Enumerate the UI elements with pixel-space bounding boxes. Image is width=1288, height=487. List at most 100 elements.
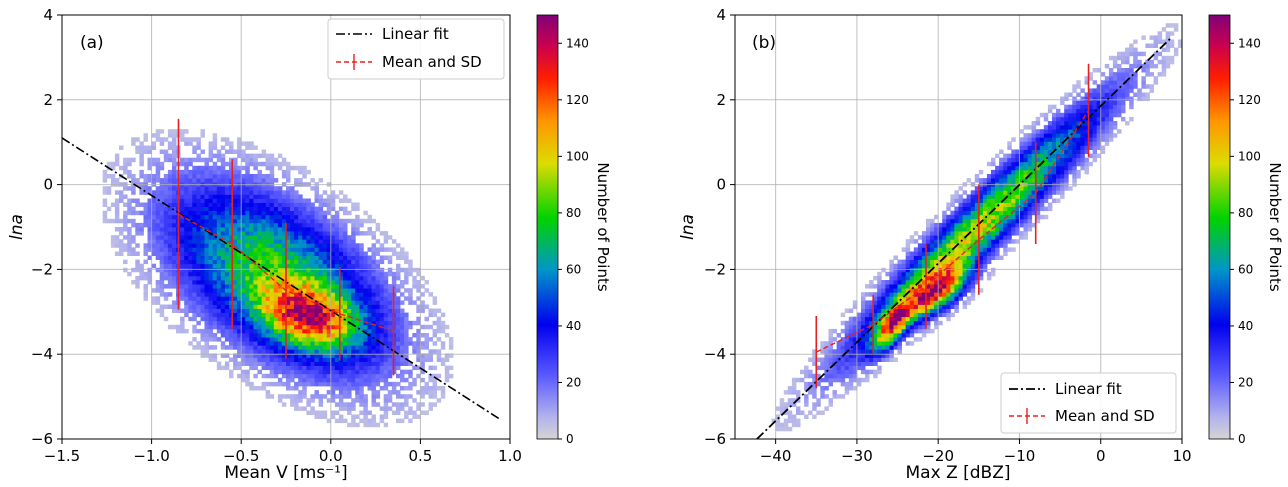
heatmap-cell	[290, 320, 295, 326]
heatmap-cell	[253, 202, 258, 207]
heatmap-cell	[991, 198, 996, 203]
heatmap-cell	[966, 243, 972, 248]
heatmap-cell	[172, 206, 177, 212]
heatmap-cell	[172, 214, 177, 220]
heatmap-cell	[233, 243, 238, 248]
heatmap-cell	[962, 206, 968, 212]
heatmap-cell	[269, 198, 275, 203]
heatmap-cell	[290, 259, 295, 265]
heatmap-cell	[363, 324, 368, 330]
heatmap-cell	[905, 300, 911, 305]
heatmap-cell	[343, 353, 348, 358]
heatmap-cell	[216, 251, 222, 256]
heatmap-cell	[416, 271, 421, 277]
heatmap-cell	[950, 227, 955, 232]
heatmap-cell	[233, 365, 238, 371]
heatmap-cell	[808, 373, 813, 379]
heatmap-cell	[1047, 145, 1053, 150]
heatmap-cell	[869, 361, 874, 366]
heatmap-cell	[233, 169, 238, 175]
heatmap-cell	[318, 398, 324, 403]
heatmap-cell	[224, 324, 230, 330]
heatmap-cell	[1011, 214, 1016, 220]
heatmap-cell	[995, 243, 1000, 248]
heatmap-cell	[237, 284, 242, 289]
heatmap-cell	[436, 324, 442, 330]
heatmap-cell	[1023, 165, 1028, 171]
heatmap-cell	[286, 178, 291, 183]
heatmap-cell	[167, 157, 173, 163]
heatmap-cell	[257, 243, 262, 248]
heatmap-cell	[192, 337, 197, 342]
heatmap-cell	[245, 304, 250, 309]
heatmap-cell	[351, 304, 356, 309]
heatmap-cell	[257, 337, 262, 342]
heatmap-cell	[800, 369, 805, 375]
heatmap-cell	[172, 308, 177, 313]
heatmap-cell	[114, 243, 120, 248]
heatmap-cell	[143, 288, 148, 293]
heatmap-cell	[257, 312, 262, 318]
heatmap-cell	[978, 239, 984, 244]
heatmap-cell	[257, 206, 262, 212]
heatmap-cell	[273, 316, 279, 322]
heatmap-cell	[306, 255, 311, 260]
heatmap-cell	[114, 206, 120, 212]
heatmap-cell	[163, 222, 169, 228]
heatmap-cell	[1007, 145, 1012, 150]
heatmap-cell	[253, 194, 258, 199]
heatmap-cell	[1011, 222, 1016, 228]
heatmap-cell	[1056, 190, 1061, 195]
heatmap-cell	[930, 271, 935, 277]
heatmap-cell	[220, 186, 226, 191]
heatmap-cell	[147, 157, 152, 163]
x-tick-label: −0.5	[223, 447, 259, 465]
heatmap-cell	[343, 345, 348, 350]
heatmap-cell	[408, 300, 413, 305]
heatmap-cell	[281, 369, 287, 375]
heatmap-cell	[322, 271, 328, 277]
heatmap-cell	[273, 227, 279, 232]
heatmap-cell	[184, 300, 189, 305]
heatmap-cell	[233, 280, 238, 285]
heatmap-cell	[330, 271, 336, 277]
heatmap-cell	[1084, 125, 1089, 130]
heatmap-cell	[897, 263, 902, 269]
heatmap-cell	[359, 418, 364, 424]
heatmap-cell	[188, 161, 193, 167]
heatmap-cell	[881, 312, 886, 318]
heatmap-cell	[123, 157, 128, 163]
heatmap-cell	[869, 345, 874, 350]
heatmap-cell	[351, 235, 356, 240]
heatmap-cell	[269, 316, 275, 322]
heatmap-cell	[220, 284, 226, 289]
heatmap-cell	[1072, 108, 1077, 114]
heatmap-cell	[934, 316, 939, 322]
heatmap-cell	[257, 251, 262, 256]
heatmap-cell	[237, 251, 242, 256]
heatmap-cell	[318, 316, 324, 322]
heatmap-cell	[212, 214, 218, 220]
heatmap-cell	[180, 308, 185, 313]
heatmap-cell	[147, 239, 152, 244]
heatmap-cell	[269, 381, 275, 387]
heatmap-cell	[432, 394, 438, 399]
heatmap-cell	[1027, 165, 1033, 171]
heatmap-cell	[355, 267, 360, 273]
heatmap-cell	[318, 271, 324, 277]
heatmap-cell	[387, 312, 393, 318]
heatmap-cell	[338, 251, 344, 256]
heatmap-cell	[1027, 222, 1033, 228]
heatmap-cell	[852, 320, 858, 326]
heatmap-cell	[208, 296, 214, 301]
heatmap-cell	[233, 333, 238, 338]
heatmap-cell	[314, 300, 319, 305]
heatmap-cell	[224, 271, 230, 277]
heatmap-cell	[167, 284, 173, 289]
heatmap-cell	[245, 341, 250, 346]
heatmap-cell	[338, 235, 344, 240]
heatmap-cell	[330, 227, 336, 232]
heatmap-cell	[159, 186, 165, 191]
heatmap-cell	[930, 235, 935, 240]
heatmap-cell	[343, 333, 348, 338]
